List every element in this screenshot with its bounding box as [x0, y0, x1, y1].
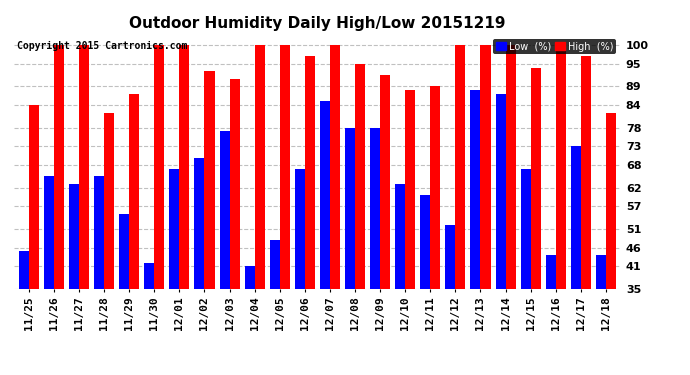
Bar — [104, 112, 114, 289]
Bar — [245, 266, 255, 289]
Legend: Low  (%), High  (%): Low (%), High (%) — [493, 39, 616, 54]
Bar — [179, 45, 190, 289]
Bar — [471, 90, 480, 289]
Bar — [305, 56, 315, 289]
Bar — [431, 86, 440, 289]
Bar — [555, 45, 566, 289]
Text: Copyright 2015 Cartronics.com: Copyright 2015 Cartronics.com — [17, 41, 187, 51]
Bar — [330, 45, 340, 289]
Bar — [29, 105, 39, 289]
Bar — [420, 195, 431, 289]
Bar — [521, 169, 531, 289]
Bar — [79, 45, 89, 289]
Bar — [144, 262, 155, 289]
Bar — [44, 176, 54, 289]
Bar — [355, 64, 365, 289]
Bar — [119, 214, 129, 289]
Bar — [219, 131, 230, 289]
Bar — [445, 225, 455, 289]
Bar — [279, 45, 290, 289]
Bar — [320, 101, 330, 289]
Bar — [531, 68, 541, 289]
Bar — [270, 240, 279, 289]
Bar — [69, 184, 79, 289]
Bar — [295, 169, 305, 289]
Bar — [581, 56, 591, 289]
Bar — [571, 146, 581, 289]
Bar — [405, 90, 415, 289]
Bar — [169, 169, 179, 289]
Bar — [19, 251, 29, 289]
Title: Outdoor Humidity Daily High/Low 20151219: Outdoor Humidity Daily High/Low 20151219 — [129, 16, 506, 31]
Bar — [480, 45, 491, 289]
Bar — [255, 45, 265, 289]
Bar — [195, 158, 204, 289]
Bar — [230, 79, 239, 289]
Bar — [395, 184, 405, 289]
Bar — [155, 45, 164, 289]
Bar — [455, 45, 466, 289]
Bar — [380, 75, 390, 289]
Bar — [606, 112, 616, 289]
Bar — [506, 45, 515, 289]
Bar — [596, 255, 606, 289]
Bar — [370, 128, 380, 289]
Bar — [129, 94, 139, 289]
Bar — [204, 71, 215, 289]
Bar — [546, 255, 555, 289]
Bar — [94, 176, 104, 289]
Bar — [54, 45, 64, 289]
Bar — [495, 94, 506, 289]
Bar — [345, 128, 355, 289]
